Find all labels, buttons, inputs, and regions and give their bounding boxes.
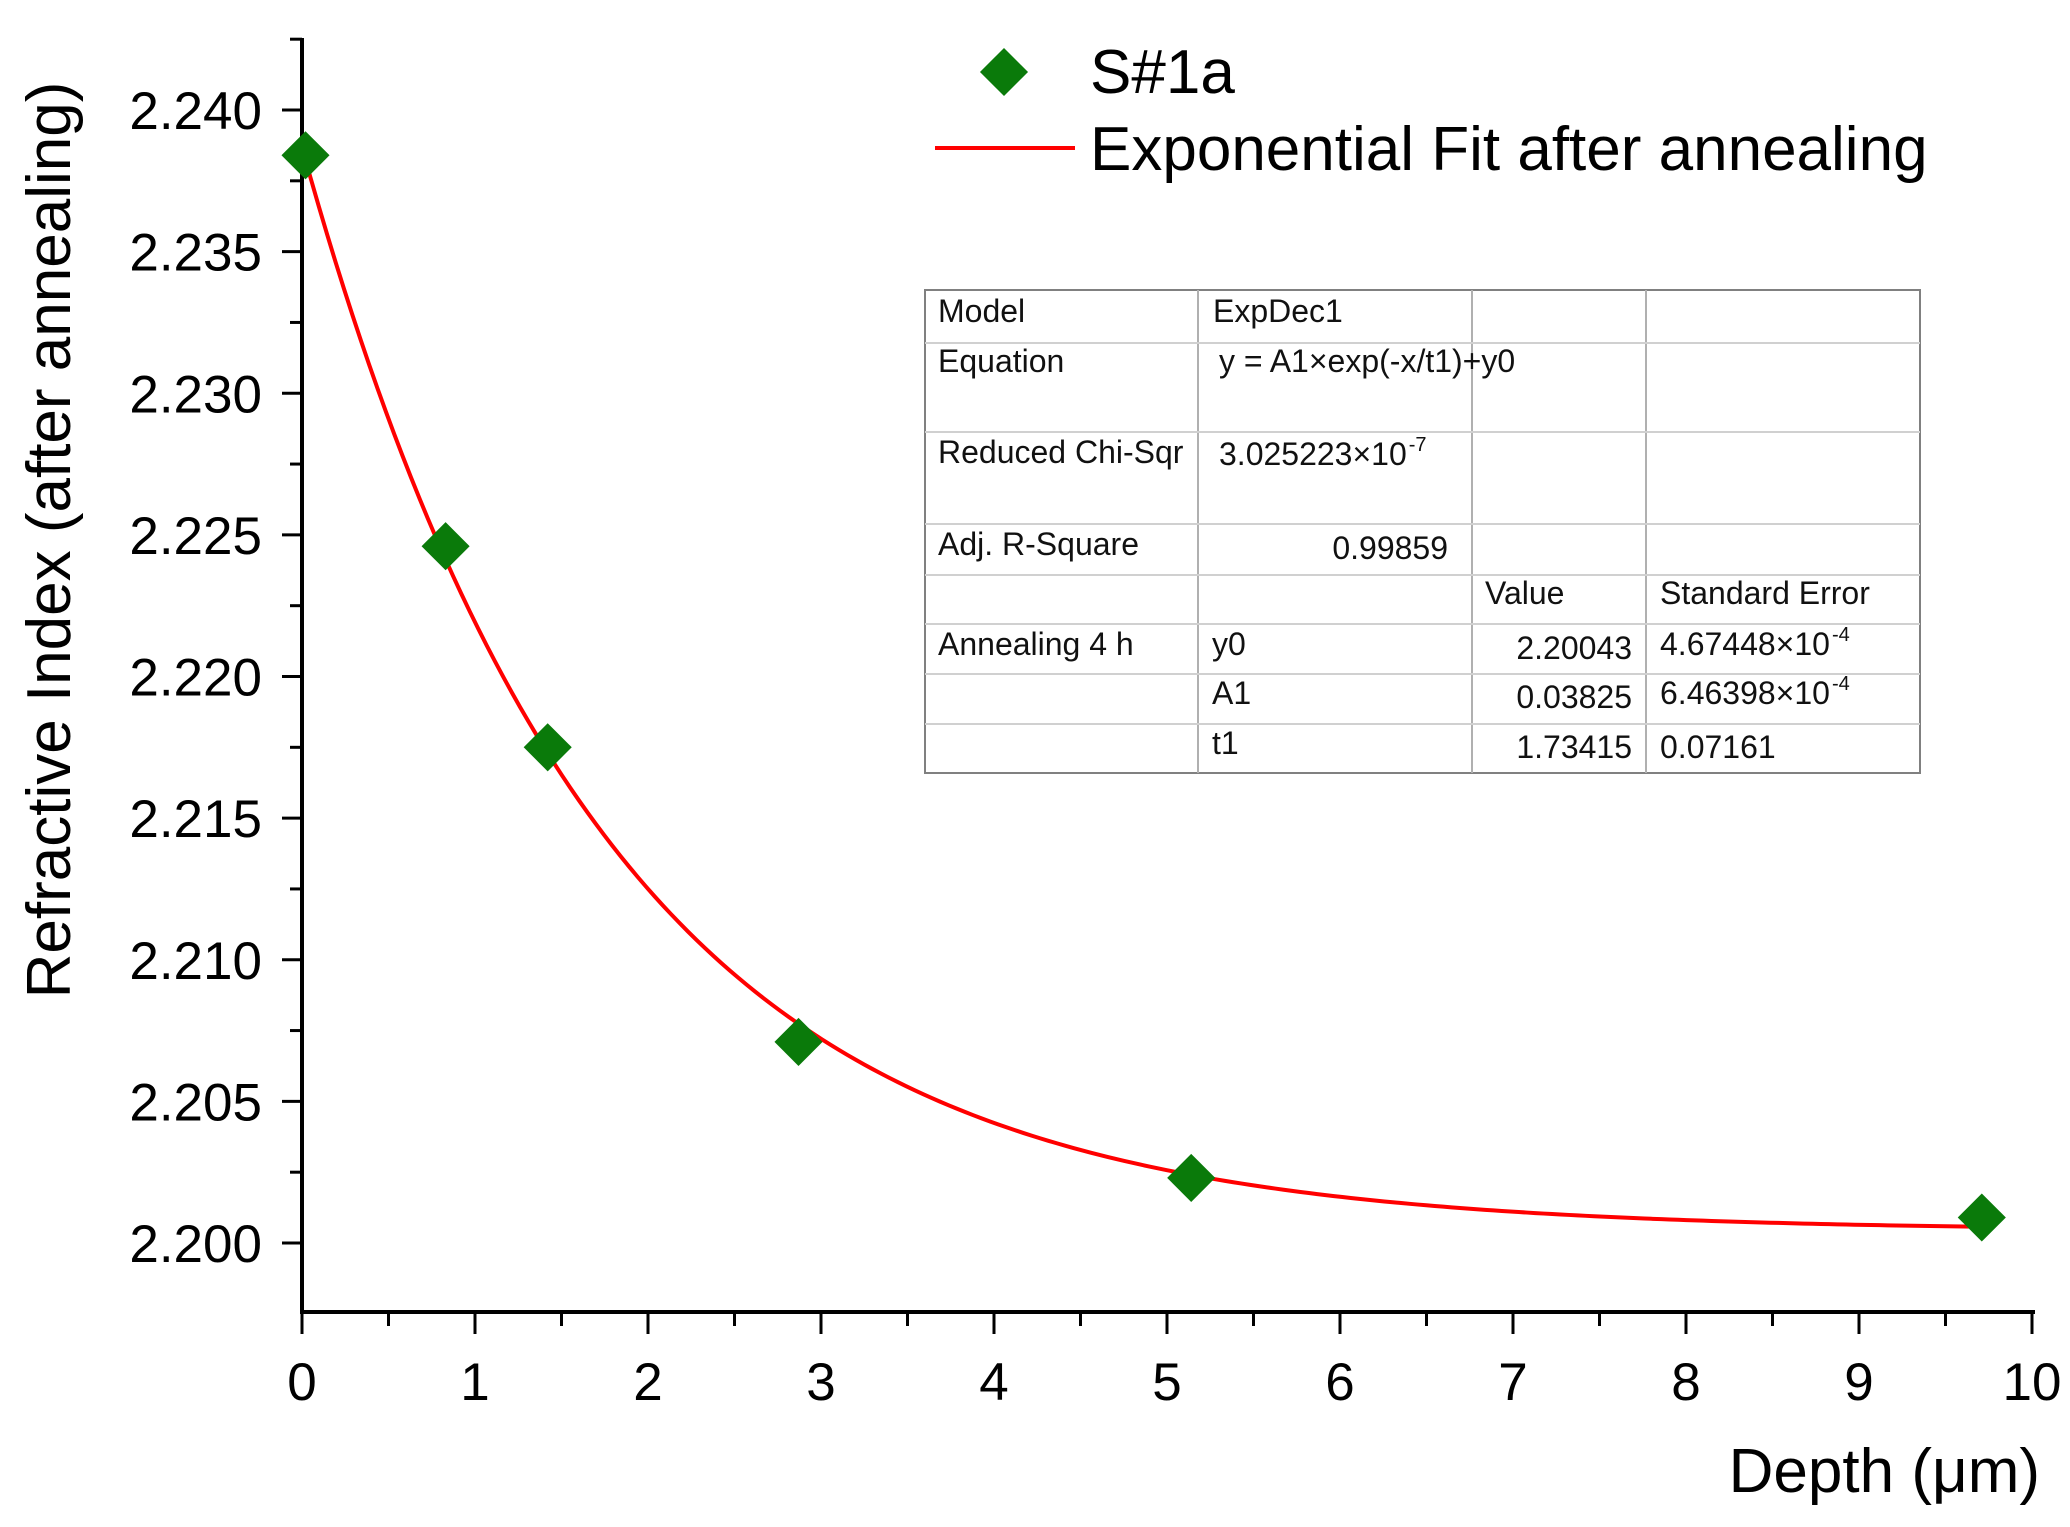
x-ticks: 0 1 2 3 4 5 6 7 8 9 10: [287, 1312, 2061, 1412]
table-cell-label: Model: [938, 293, 1025, 329]
legend: S#1a Exponential Fit after annealing: [935, 38, 1928, 184]
x-tick-label: 4: [979, 1353, 1008, 1412]
y-tick-label: 2.215: [129, 790, 262, 849]
table-grid: [925, 290, 1920, 773]
x-tick-label: 1: [460, 1353, 489, 1412]
x-tick-label: 5: [1152, 1353, 1181, 1412]
y-tick-label: 2.240: [129, 82, 262, 141]
x-tick-label: 6: [1325, 1353, 1354, 1412]
table-cell-value: 2.20043: [1516, 630, 1632, 666]
fit-curve: [300, 146, 1981, 1229]
fit-curve-group: [300, 146, 1981, 1229]
table-superscript: -4: [1832, 673, 1850, 695]
table-cell-param: y0: [1212, 626, 1246, 662]
table-cell-value: ExpDec1: [1213, 293, 1343, 329]
table-cell-label: Equation: [938, 343, 1064, 379]
table-cell-label: Reduced Chi-Sqr: [938, 434, 1184, 470]
data-point: [421, 522, 470, 571]
y-tick-label: 2.220: [129, 649, 262, 708]
x-tick-label: 0: [287, 1353, 316, 1412]
table-cell-header: Standard Error: [1660, 575, 1870, 611]
y-tick-label: 2.235: [129, 224, 262, 283]
table-cell-header: Value: [1485, 575, 1564, 611]
legend-marker-diamond: [979, 47, 1029, 97]
table-cell-error: 0.07161: [1660, 729, 1776, 765]
table-cell-label: Annealing 4 h: [938, 626, 1134, 662]
y-tick-label: 2.205: [129, 1073, 262, 1132]
table-cell-error: 6.46398×10: [1660, 675, 1830, 711]
table-cell-label: Adj. R-Square: [938, 526, 1139, 562]
x-tick-label: 10: [2003, 1353, 2062, 1412]
data-point: [774, 1017, 823, 1066]
table-cell-error: 4.67448×10: [1660, 626, 1830, 662]
table-superscript: -7: [1409, 434, 1427, 456]
table-cell-value: 0.99859: [1332, 530, 1448, 566]
x-tick-label: 7: [1498, 1353, 1527, 1412]
table-cell-value: 0.03825: [1516, 679, 1632, 715]
table-cell-value: 3.025223×10: [1219, 436, 1407, 472]
data-point: [523, 723, 572, 772]
y-tick-label: 2.225: [129, 507, 262, 566]
x-tick-label: 9: [1844, 1353, 1873, 1412]
legend-label-fit: Exponential Fit after annealing: [1090, 115, 1928, 184]
x-tick-label: 3: [806, 1353, 835, 1412]
data-point: [1957, 1193, 2006, 1242]
table-border: [924, 289, 1921, 774]
y-tick-label: 2.200: [129, 1215, 262, 1274]
y-axis-title: Refractive Index (after annealing): [15, 82, 84, 999]
table-cells: Model ExpDec1 Equation y = A1×exp(-x/t1)+y0…: [938, 293, 1870, 765]
fit-results-table: Model ExpDec1 Equation y = A1×exp(-x/t1)+y0…: [924, 289, 1921, 774]
table-cell-param: t1: [1212, 725, 1239, 761]
table-superscript: -4: [1832, 624, 1850, 646]
data-point: [281, 131, 330, 180]
y-ticks: 2.200 2.205 2.210 2.215 2.220 2.225 2.230 2.235…: [129, 37, 302, 1274]
x-tick-label: 8: [1671, 1353, 1700, 1412]
data-point: [1167, 1153, 1216, 1202]
x-tick-label: 2: [633, 1353, 662, 1412]
legend-label-scatter: S#1a: [1090, 38, 1235, 107]
table-cell-value: 1.73415: [1516, 729, 1632, 765]
y-tick-label: 2.230: [129, 365, 262, 424]
x-axis-title: Depth (μm): [1729, 1437, 2040, 1506]
table-cell-param: A1: [1212, 675, 1251, 711]
y-tick-label: 2.210: [129, 932, 262, 991]
table-cell-value: y = A1×exp(-x/t1)+y0: [1219, 343, 1515, 379]
